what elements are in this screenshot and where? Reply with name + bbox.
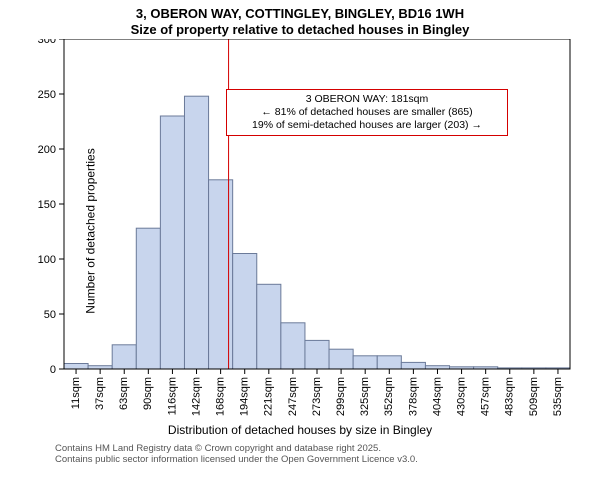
svg-text:250: 250 xyxy=(38,89,56,101)
histogram-bar xyxy=(281,322,305,368)
histogram-bar xyxy=(401,362,425,369)
histogram-bar xyxy=(257,284,281,369)
svg-text:300: 300 xyxy=(38,39,56,46)
svg-text:50: 50 xyxy=(44,309,56,321)
x-tick-label: 404sqm xyxy=(431,377,443,416)
histogram-bar xyxy=(233,253,257,369)
histogram-bar xyxy=(353,355,377,368)
x-tick-label: 457sqm xyxy=(480,376,492,415)
x-tick-label: 194sqm xyxy=(239,377,251,416)
x-tick-label: 221sqm xyxy=(263,377,275,416)
x-tick-label: 299sqm xyxy=(335,377,347,416)
svg-text:200: 200 xyxy=(38,144,56,156)
footer-line1: Contains HM Land Registry data © Crown c… xyxy=(55,443,590,455)
histogram-bar xyxy=(64,363,88,369)
x-tick-label: 247sqm xyxy=(287,377,299,416)
annotation-line2: ← 81% of detached houses are smaller (86… xyxy=(233,106,501,119)
chart-area: Number of detached properties 0 50 100 150 2… xyxy=(0,39,600,423)
x-tick-label: 509sqm xyxy=(528,377,540,416)
chart-title-line2: Size of property relative to detached ho… xyxy=(0,22,600,38)
x-tick-label: 378sqm xyxy=(407,377,419,416)
svg-text:100: 100 xyxy=(38,254,56,266)
x-tick-label: 116sqm xyxy=(166,377,178,415)
histogram-bar xyxy=(329,349,353,369)
x-tick-label: 37sqm xyxy=(94,377,106,410)
svg-text:150: 150 xyxy=(38,199,56,211)
annotation-line1: 3 OBERON WAY: 181sqm xyxy=(233,93,501,106)
footer-attribution: Contains HM Land Registry data © Crown c… xyxy=(0,437,600,467)
footer-line2: Contains public sector information licen… xyxy=(55,454,590,466)
annotation-line3: 19% of semi-detached houses are larger (… xyxy=(233,119,501,132)
histogram-bar xyxy=(136,228,160,369)
x-tick-label: 168sqm xyxy=(215,377,227,416)
histogram-bar xyxy=(160,116,184,369)
histogram-bar xyxy=(377,355,401,368)
x-axis-label: Distribution of detached houses by size … xyxy=(0,423,600,437)
x-tick-label: 483sqm xyxy=(504,377,516,416)
histogram-bar xyxy=(305,340,329,369)
x-tick-label: 430sqm xyxy=(455,377,467,416)
x-tick-label: 535sqm xyxy=(552,377,564,416)
chart-title-line1: 3, OBERON WAY, COTTINGLEY, BINGLEY, BD16… xyxy=(0,6,600,22)
x-tick-label: 352sqm xyxy=(383,377,395,416)
y-axis-label: Number of detached properties xyxy=(84,148,98,313)
x-tick-label: 273sqm xyxy=(311,377,323,416)
x-tick-label: 63sqm xyxy=(118,377,130,410)
histogram-bar xyxy=(184,96,208,369)
annotation-box: 3 OBERON WAY: 181sqm ← 81% of detached h… xyxy=(226,89,508,136)
svg-text:0: 0 xyxy=(50,364,56,376)
histogram-bar xyxy=(112,344,136,368)
x-tick-label: 325sqm xyxy=(359,377,371,416)
x-tick-label: 11sqm xyxy=(70,377,82,409)
x-tick-label: 90sqm xyxy=(142,377,154,410)
x-tick-label: 142sqm xyxy=(190,377,202,416)
chart-title-block: 3, OBERON WAY, COTTINGLEY, BINGLEY, BD16… xyxy=(0,0,600,39)
